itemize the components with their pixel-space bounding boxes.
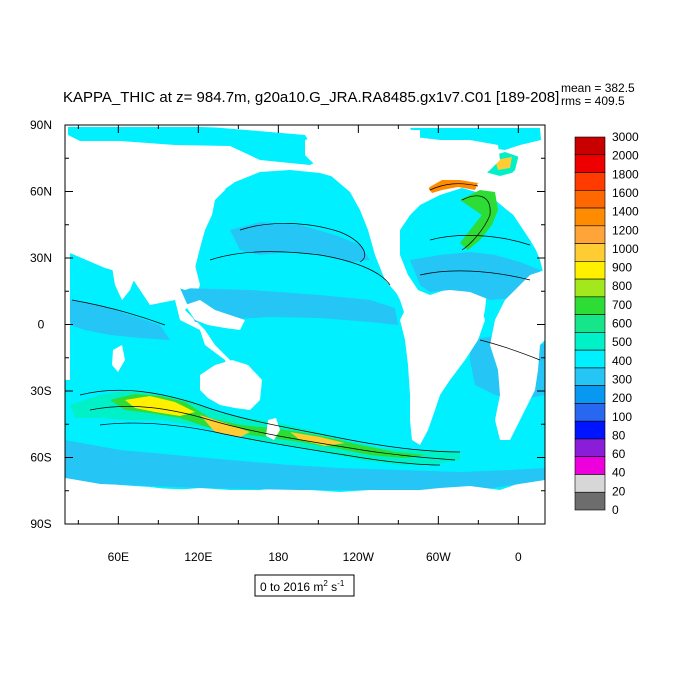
colorbar-label: 0 (612, 503, 619, 517)
range-box-label: 0 to 2016 m2 s-1 (260, 579, 345, 594)
y-tick-label: 60S (30, 451, 51, 465)
arctic-land (65, 125, 545, 130)
range-box: 0 to 2016 m2 s-1 (254, 574, 355, 597)
arctic-ocean (68, 127, 320, 165)
acc-peak-3 (290, 432, 345, 446)
chart-title: KAPPA_THIC at z= 984.7m, g20a10.G_JRA.RA… (63, 89, 559, 106)
y-tick-label: 0 (38, 318, 45, 332)
colorbar-label: 1200 (612, 223, 639, 237)
colorbar-swatch (574, 438, 606, 458)
colorbar-swatch (574, 154, 606, 173)
madagascar-land (112, 345, 125, 372)
colorbar-swatch (574, 491, 606, 511)
india-land (110, 255, 138, 300)
maritime-continent (185, 300, 245, 330)
north-america-land (305, 130, 430, 305)
x-tick-labels: 60E 120E 180 120W 60W 0 (108, 550, 522, 564)
colorbar-label: 500 (612, 335, 632, 349)
y-tick-label: 60N (30, 185, 52, 199)
colorbar-label: 40 (612, 466, 626, 480)
colorbar-label: 1800 (612, 167, 639, 181)
colorbar-label: 300 (612, 372, 632, 386)
colorbar-swatch (574, 314, 606, 333)
europe-land (500, 148, 545, 265)
colorbar-label: 600 (612, 317, 632, 331)
y-tick-label: 30N (30, 251, 52, 265)
colorbar-label: 200 (612, 391, 632, 405)
acc-peak (125, 396, 195, 416)
x-tick-label: 60W (426, 550, 451, 564)
south-america-land (400, 292, 485, 445)
land-masses (65, 125, 545, 524)
colorbar-swatch (574, 207, 606, 227)
x-tick-label: 60E (108, 550, 129, 564)
eurasia-land (65, 141, 230, 290)
colorbar-swatch (574, 349, 606, 369)
colorbar-swatch (574, 243, 606, 262)
colorbar-swatch (574, 456, 606, 475)
colorbar-label: 900 (612, 261, 632, 275)
x-tick-label: 120W (343, 550, 375, 564)
colorbar-swatch (574, 296, 606, 315)
colorbar-label: 1400 (612, 205, 639, 219)
axis-ticks (65, 124, 545, 525)
colorbar-swatch (574, 261, 606, 280)
colorbar-swatch (574, 172, 606, 191)
x-tick-label: 0 (515, 550, 522, 564)
colorbar-swatch (574, 385, 606, 404)
y-tick-label: 90N (30, 118, 52, 132)
colorbar-swatch (574, 403, 606, 422)
antarctica-land (65, 478, 545, 524)
colorbar-label: 700 (612, 298, 632, 312)
colorbar-label: 2000 (612, 149, 639, 163)
gulf-stream-moderate (460, 190, 498, 250)
colorbar-label: 3000 (612, 130, 639, 144)
greenland-land (440, 140, 500, 180)
colorbar-swatch (574, 332, 606, 351)
colorbar-label: 100 (612, 410, 632, 424)
colorbar: 3000200018001600140012001000900800700600… (574, 130, 639, 517)
map-plot-area (64, 124, 546, 525)
colorbar-label: 20 (612, 484, 626, 498)
colorbar-swatch (574, 474, 606, 493)
colorbar-swatch (574, 278, 606, 298)
tropical-indian-band (70, 300, 170, 340)
y-tick-label: 30S (30, 384, 51, 398)
arctic-ocean-east (410, 128, 541, 150)
mean-stat: mean = 382.5 (561, 81, 635, 95)
colorbar-swatch (574, 136, 606, 156)
x-tick-label: 180 (268, 550, 288, 564)
equatorial-band (180, 288, 398, 325)
colorbar-label: 800 (612, 279, 632, 293)
colorbar-swatch (574, 367, 606, 386)
africa-land (490, 270, 545, 440)
rms-stat: rms = 409.5 (561, 94, 625, 108)
colorbar-swatch (574, 225, 606, 244)
gulf-stream-peak (428, 180, 478, 193)
colorbar-label: 80 (612, 428, 626, 442)
southern-band (65, 440, 545, 490)
colorbar-swatch (574, 189, 606, 209)
colorbar-label: 1000 (612, 242, 639, 256)
range-box-frame (254, 574, 355, 597)
colorbar-label: 1600 (612, 186, 639, 200)
colorbar-swatch (574, 420, 606, 440)
y-tick-labels: 90N 60N 30N 0 30S 60S 90S (30, 118, 52, 531)
colorbar-label: 60 (612, 447, 626, 461)
colorbar-label: 400 (612, 354, 632, 368)
atlantic-band (410, 252, 540, 300)
x-tick-label: 120E (184, 550, 212, 564)
contour-lines (71, 183, 541, 466)
australia-land (200, 360, 262, 410)
y-tick-label: 90S (30, 517, 51, 531)
